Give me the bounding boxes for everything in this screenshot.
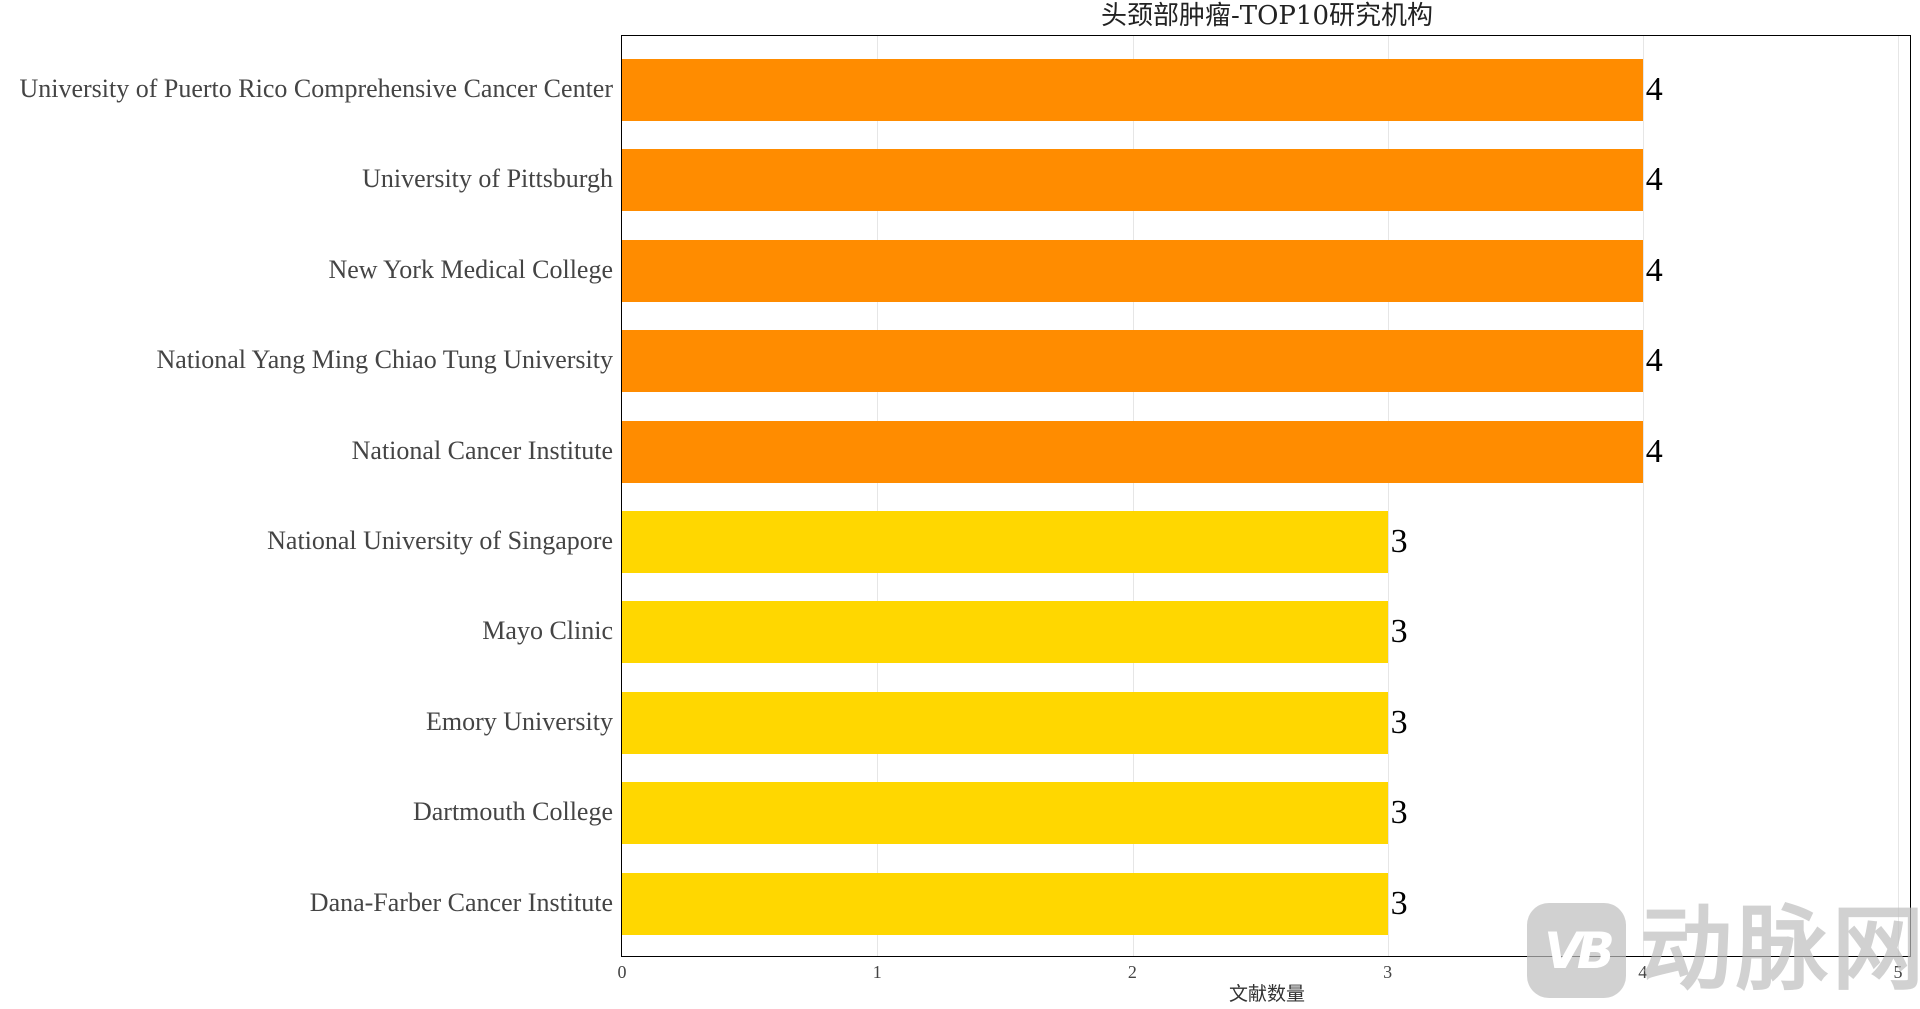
bar-value-label: 4 xyxy=(1645,71,1663,108)
chart-title: 头颈部肿瘤-TOP10研究机构 xyxy=(1100,1,1434,31)
gridline-5 xyxy=(1898,36,1899,956)
gridline-2 xyxy=(1133,36,1134,956)
bar xyxy=(622,239,1643,302)
bar xyxy=(622,691,1388,754)
category-label: National Cancer Institute xyxy=(351,435,613,465)
plot-area: 4 4 4 4 4 3 3 3 3 3 xyxy=(621,35,1911,957)
bar-value-label: 4 xyxy=(1645,251,1663,289)
bar-value-label: 4 xyxy=(1645,342,1663,380)
category-label: University of Pittsburgh xyxy=(362,164,613,194)
bar-value-label: 4 xyxy=(1645,432,1663,470)
gridline-4 xyxy=(1643,36,1644,956)
category-label: Dartmouth College xyxy=(412,797,613,827)
bar-value-label: 3 xyxy=(1390,794,1408,832)
bar xyxy=(622,782,1388,845)
bar-value-label: 3 xyxy=(1390,613,1408,651)
category-label: National Yang Ming Chiao Tung University xyxy=(156,345,614,375)
x-axis-title: 文献数量 xyxy=(1228,983,1305,1005)
category-label: Emory University xyxy=(425,706,613,736)
bar xyxy=(622,149,1643,212)
x-tick-label: 0 xyxy=(617,962,627,982)
bar xyxy=(622,511,1388,573)
bar-value-label: 3 xyxy=(1390,884,1408,922)
category-label: Mayo Clinic xyxy=(482,616,613,646)
category-label: New York Medical College xyxy=(328,254,613,284)
bar xyxy=(622,872,1388,935)
x-tick-label: 1 xyxy=(872,962,882,982)
bar-value-label: 4 xyxy=(1645,161,1663,199)
category-label: Dana-Farber Cancer Institute xyxy=(309,887,613,917)
x-tick-label: 5 xyxy=(1893,962,1903,982)
gridline-1 xyxy=(877,36,878,956)
category-label: National University of Singapore xyxy=(267,526,613,555)
gridline-3 xyxy=(1388,36,1389,956)
watermark-logo-icon: VB xyxy=(1527,903,1626,998)
x-tick-label: 2 xyxy=(1127,962,1137,982)
watermark-text: 动脉网 xyxy=(1640,896,1920,1003)
watermark-logo-text: VB xyxy=(1544,921,1615,980)
bar xyxy=(622,420,1643,483)
x-tick-label: 4 xyxy=(1638,962,1648,982)
bar xyxy=(622,330,1643,393)
bar-value-label: 3 xyxy=(1390,523,1408,560)
x-tick-label: 3 xyxy=(1383,962,1393,982)
bar xyxy=(622,59,1643,121)
category-label: University of Puerto Rico Comprehensive … xyxy=(19,74,613,103)
bar xyxy=(622,601,1388,664)
bar-value-label: 3 xyxy=(1390,703,1408,741)
